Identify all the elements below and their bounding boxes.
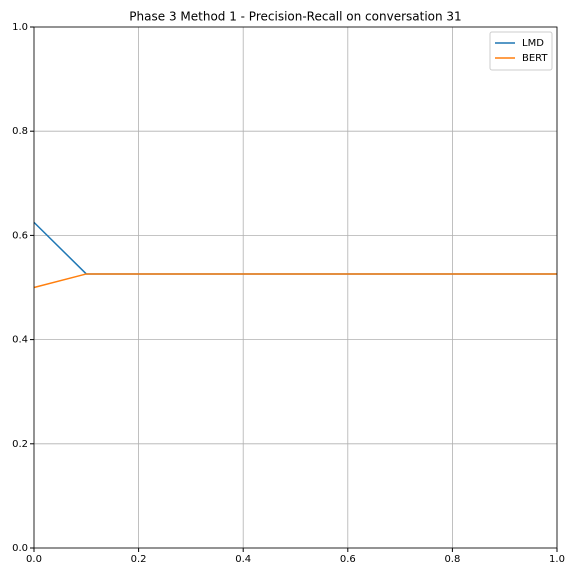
chart-title: Phase 3 Method 1 - Precision-Recall on c… (129, 10, 461, 24)
y-tick-label: 0.8 (12, 126, 28, 137)
y-tick-label: 1.0 (12, 22, 28, 33)
line-series (33, 273, 557, 289)
legend-label: BERT (522, 53, 548, 64)
legend-label: LMD (522, 38, 544, 49)
legend-box (489, 31, 553, 71)
y-tick-label: 0.6 (12, 230, 28, 241)
x-tick-label: 1.0 (549, 554, 565, 565)
x-tick-label: 0.4 (235, 554, 251, 565)
y-tick-label: 0.0 (12, 543, 28, 554)
x-tick-label: 0.6 (340, 554, 356, 565)
y-tick-label: 0.4 (12, 335, 28, 346)
x-tick-label: 0.8 (444, 554, 460, 565)
y-tick-label: 0.2 (12, 439, 28, 450)
x-tick-label: 0.0 (26, 554, 42, 565)
plot-frame (33, 26, 558, 549)
x-tick-label: 0.2 (131, 554, 147, 565)
